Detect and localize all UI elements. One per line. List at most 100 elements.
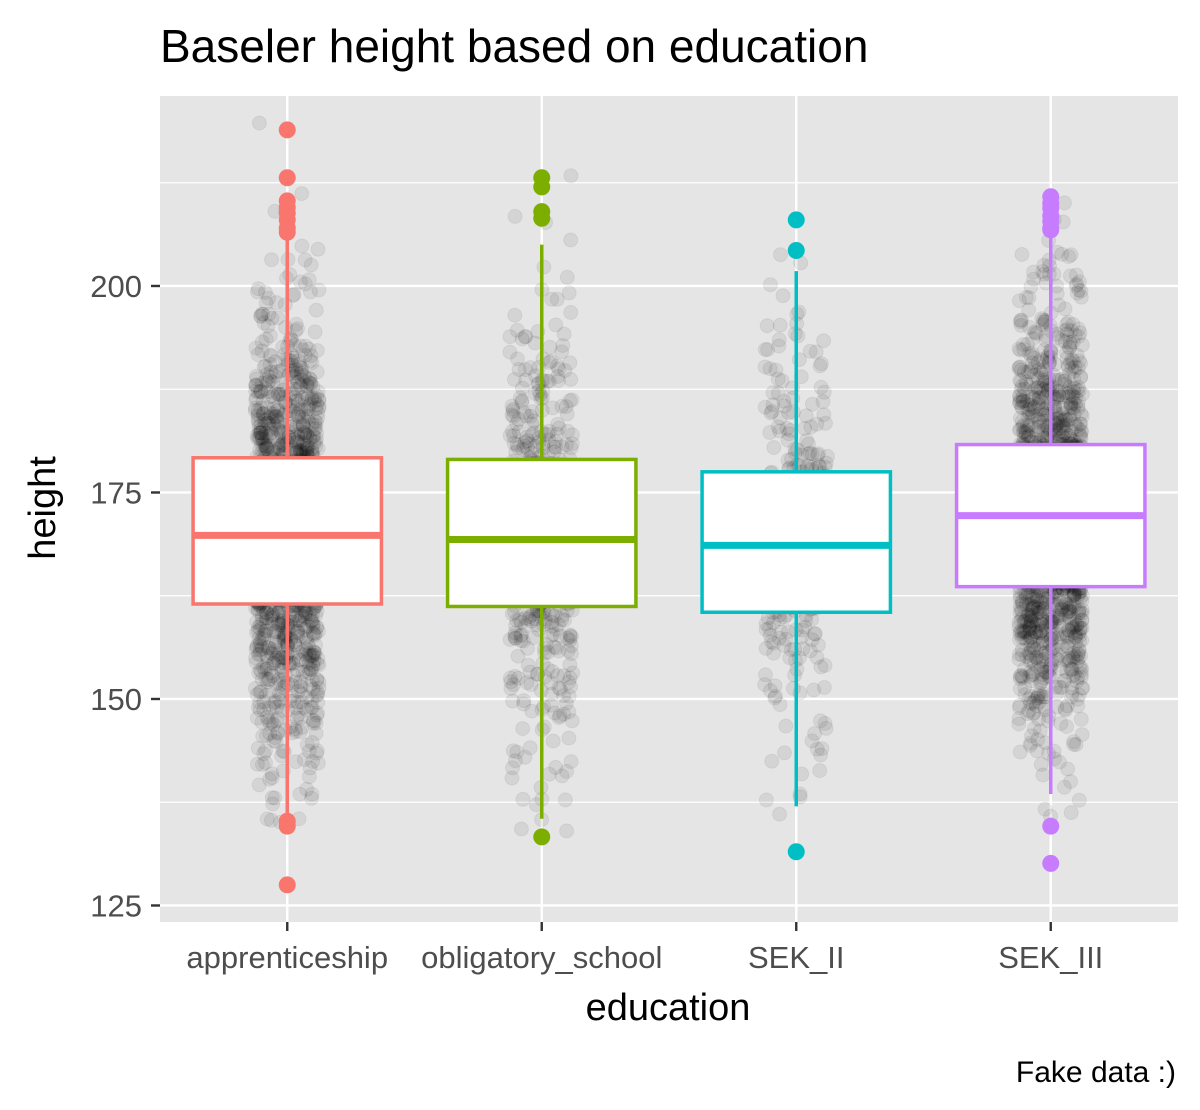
jitter-point: [544, 618, 560, 634]
chart-caption: Fake data :): [1016, 1056, 1176, 1089]
jitter-point: [556, 706, 572, 722]
jitter-point: [258, 358, 274, 374]
jitter-point: [255, 421, 271, 437]
jitter-point: [264, 790, 280, 806]
jitter-point: [1019, 649, 1035, 664]
jitter-point: [262, 700, 277, 716]
jitter-point: [301, 414, 317, 430]
jitter-point: [293, 402, 309, 418]
jitter-point: [254, 343, 270, 359]
jitter-point: [564, 629, 579, 645]
jitter-point: [543, 697, 559, 713]
jitter-point: [310, 685, 326, 700]
jitter-point: [510, 351, 525, 367]
outlier-point: [1042, 854, 1060, 872]
jitter-point: [298, 441, 314, 457]
jitter-point: [774, 373, 790, 389]
jitter-point: [548, 621, 564, 637]
jitter-point: [810, 446, 826, 462]
jitter-point: [259, 367, 275, 383]
jitter-point: [252, 642, 268, 658]
jitter-point: [259, 610, 275, 626]
jitter-point: [556, 668, 572, 684]
jitter-point: [260, 650, 276, 666]
jitter-point: [1073, 355, 1089, 371]
jitter-point: [267, 368, 283, 384]
jitter-point: [296, 418, 311, 434]
jitter-point: [301, 661, 317, 676]
jitter-point: [302, 371, 318, 387]
jitter-point: [505, 677, 521, 693]
jitter-point: [502, 344, 518, 360]
jitter-point: [256, 407, 272, 423]
jitter-point: [262, 373, 278, 389]
jitter-point: [545, 733, 561, 749]
jitter-point: [266, 656, 282, 671]
jitter-point: [265, 646, 281, 662]
jitter-point: [308, 401, 324, 416]
jitter-point: [1023, 642, 1039, 658]
jitter-point: [297, 276, 313, 292]
jitter-point: [303, 661, 319, 677]
jitter-point: [298, 386, 314, 402]
jitter-point: [1061, 622, 1077, 638]
jitter-point: [259, 709, 275, 725]
jitter-point: [303, 284, 318, 300]
jitter-point: [254, 306, 270, 322]
jitter-point: [757, 359, 773, 375]
jitter-point: [1072, 325, 1088, 341]
jitter-point: [308, 715, 324, 731]
jitter-point: [548, 759, 564, 775]
jitter-point: [502, 329, 518, 345]
jitter-point: [546, 639, 562, 655]
jitter-point: [255, 436, 271, 452]
jitter-point: [289, 433, 305, 449]
jitter-point: [256, 406, 272, 421]
jitter-point: [290, 321, 305, 337]
jitter-point: [276, 744, 292, 760]
jitter-point: [1033, 652, 1049, 668]
jitter-point: [268, 734, 284, 750]
jitter-point: [256, 359, 272, 375]
jitter-point: [270, 711, 286, 727]
jitter-point: [295, 409, 310, 425]
jitter-point: [1015, 337, 1031, 352]
jitter-point: [293, 679, 309, 695]
jitter-point: [254, 431, 270, 447]
jitter-point: [1032, 604, 1047, 620]
jitter-point: [758, 622, 774, 638]
jitter-point: [270, 615, 286, 631]
jitter-point: [257, 626, 273, 642]
jitter-point: [308, 420, 324, 436]
jitter-point: [300, 399, 316, 415]
jitter-point: [292, 613, 308, 629]
jitter-point: [265, 655, 281, 671]
jitter-point: [514, 331, 530, 347]
jitter-point: [520, 640, 536, 656]
jitter-point: [563, 646, 579, 662]
jitter-point: [308, 608, 324, 624]
jitter-point: [554, 344, 570, 360]
jitter-point: [524, 416, 540, 432]
jitter-point: [301, 639, 317, 655]
jitter-point: [563, 371, 579, 387]
jitter-point: [802, 643, 818, 659]
jitter-point: [297, 391, 313, 407]
jitter-point: [251, 630, 267, 646]
jitter-point: [767, 690, 783, 706]
jitter-point: [809, 649, 825, 665]
jitter-point: [256, 631, 272, 647]
jitter-point: [253, 308, 269, 324]
jitter-point: [295, 367, 311, 383]
jitter-point: [776, 393, 792, 409]
jitter-point: [767, 678, 783, 694]
jitter-point: [304, 699, 320, 715]
jitter-point: [302, 376, 318, 392]
jitter-point: [799, 433, 815, 448]
jitter-point: [770, 371, 786, 387]
jitter-point: [267, 354, 283, 370]
jitter-point: [517, 434, 533, 450]
jitter-point: [515, 633, 531, 649]
jitter-point: [550, 416, 566, 432]
jitter-point: [519, 408, 534, 424]
